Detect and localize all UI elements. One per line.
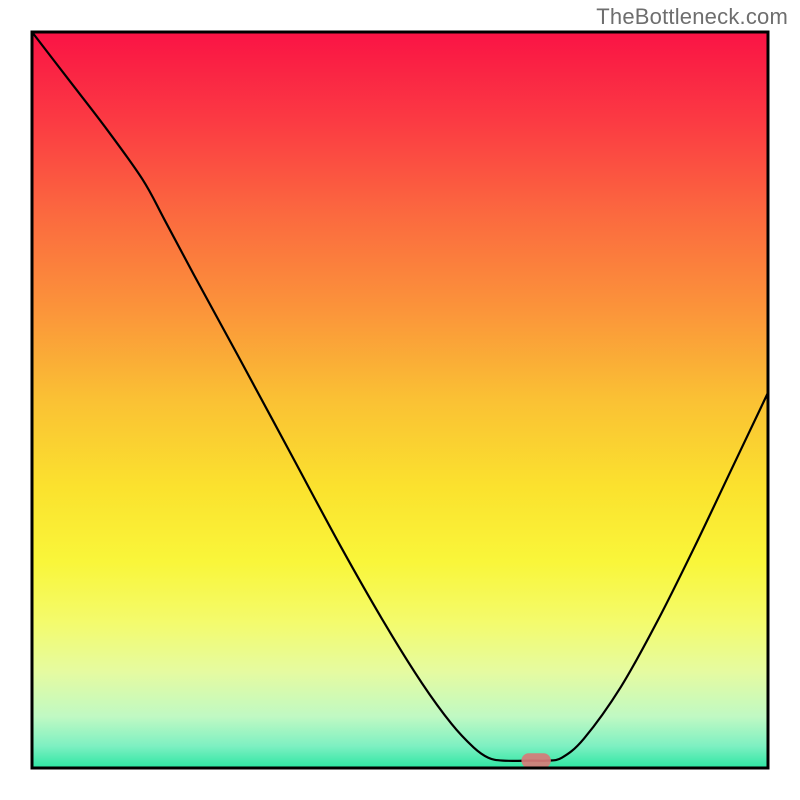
chart-svg bbox=[0, 0, 800, 800]
chart-background bbox=[32, 32, 768, 768]
watermark-text: TheBottleneck.com bbox=[596, 4, 788, 30]
bottleneck-chart: TheBottleneck.com bbox=[0, 0, 800, 800]
optimal-marker bbox=[521, 753, 550, 768]
